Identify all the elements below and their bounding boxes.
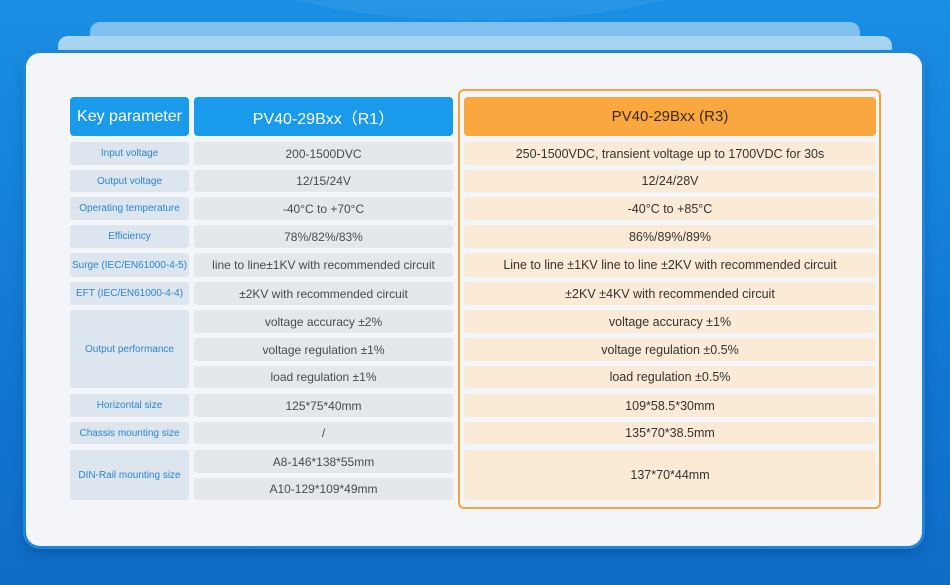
- r1-operating-temperature: -40°C to +70°C: [194, 197, 453, 220]
- r3-voltage-regulation: voltage regulation ±0.5%: [464, 338, 876, 361]
- label-operating-temperature: Operating temperature: [70, 197, 189, 220]
- label-efficiency: Efficiency: [70, 225, 189, 248]
- label-chassis-mounting-size: Chassis mounting size: [70, 422, 189, 444]
- r1-load-regulation: load regulation ±1%: [194, 366, 453, 388]
- r3-horizontal-size: 109*58.5*30mm: [464, 394, 876, 417]
- r1-chassis-mounting-size: /: [194, 422, 453, 444]
- r3-efficiency: 86%/89%/89%: [464, 225, 876, 248]
- r1-horizontal-size: 125*75*40mm: [194, 394, 453, 417]
- r3-load-regulation: load regulation ±0.5%: [464, 366, 876, 388]
- label-din-rail-mounting-size: DIN-Rail mounting size: [70, 450, 189, 500]
- label-output-performance: Output performance: [70, 310, 189, 388]
- header-r3-model: PV40-29Bxx (R3): [464, 97, 876, 136]
- r1-output-voltage: 12/15/24V: [194, 170, 453, 192]
- r1-efficiency: 78%/82%/83%: [194, 225, 453, 248]
- r3-output-voltage: 12/24/28V: [464, 170, 876, 192]
- r1-voltage-regulation: voltage regulation ±1%: [194, 338, 453, 361]
- r3-surge: Line to line ±1KV line to line ±2KV with…: [464, 253, 876, 277]
- r3-operating-temperature: -40°C to +85°C: [464, 197, 876, 220]
- r1-eft: ±2KV with recommended circuit: [194, 282, 453, 305]
- label-horizontal-size: Horizontal size: [70, 394, 189, 417]
- label-eft: EFT (IEC/EN61000-4-4): [70, 282, 189, 305]
- label-output-voltage: Output voltage: [70, 170, 189, 192]
- r3-input-voltage: 250-1500VDC, transient voltage up to 170…: [464, 142, 876, 165]
- r3-eft: ±2KV ±4KV with recommended circuit: [464, 282, 876, 305]
- r1-din-rail-a8: A8-146*138*55mm: [194, 450, 453, 473]
- r1-surge: line to line±1KV with recommended circui…: [194, 253, 453, 277]
- label-input-voltage: Input voltage: [70, 142, 189, 165]
- header-key-parameter: Key parameter: [70, 97, 189, 136]
- background-decoration: [270, 0, 690, 20]
- r1-input-voltage: 200-1500DVC: [194, 142, 453, 165]
- r1-din-rail-a10: A10-129*109*49mm: [194, 478, 453, 500]
- r3-highlight-frame: [458, 89, 881, 509]
- label-surge: Surge (IEC/EN61000-4-5): [70, 253, 189, 277]
- r1-voltage-accuracy: voltage accuracy ±2%: [194, 310, 453, 333]
- r3-chassis-mounting-size: 135*70*38.5mm: [464, 422, 876, 444]
- r3-din-rail-mounting-size: 137*70*44mm: [464, 450, 876, 500]
- r3-voltage-accuracy: voltage accuracy ±1%: [464, 310, 876, 333]
- header-r1-model: PV40-29Bxx（R1）: [194, 97, 453, 136]
